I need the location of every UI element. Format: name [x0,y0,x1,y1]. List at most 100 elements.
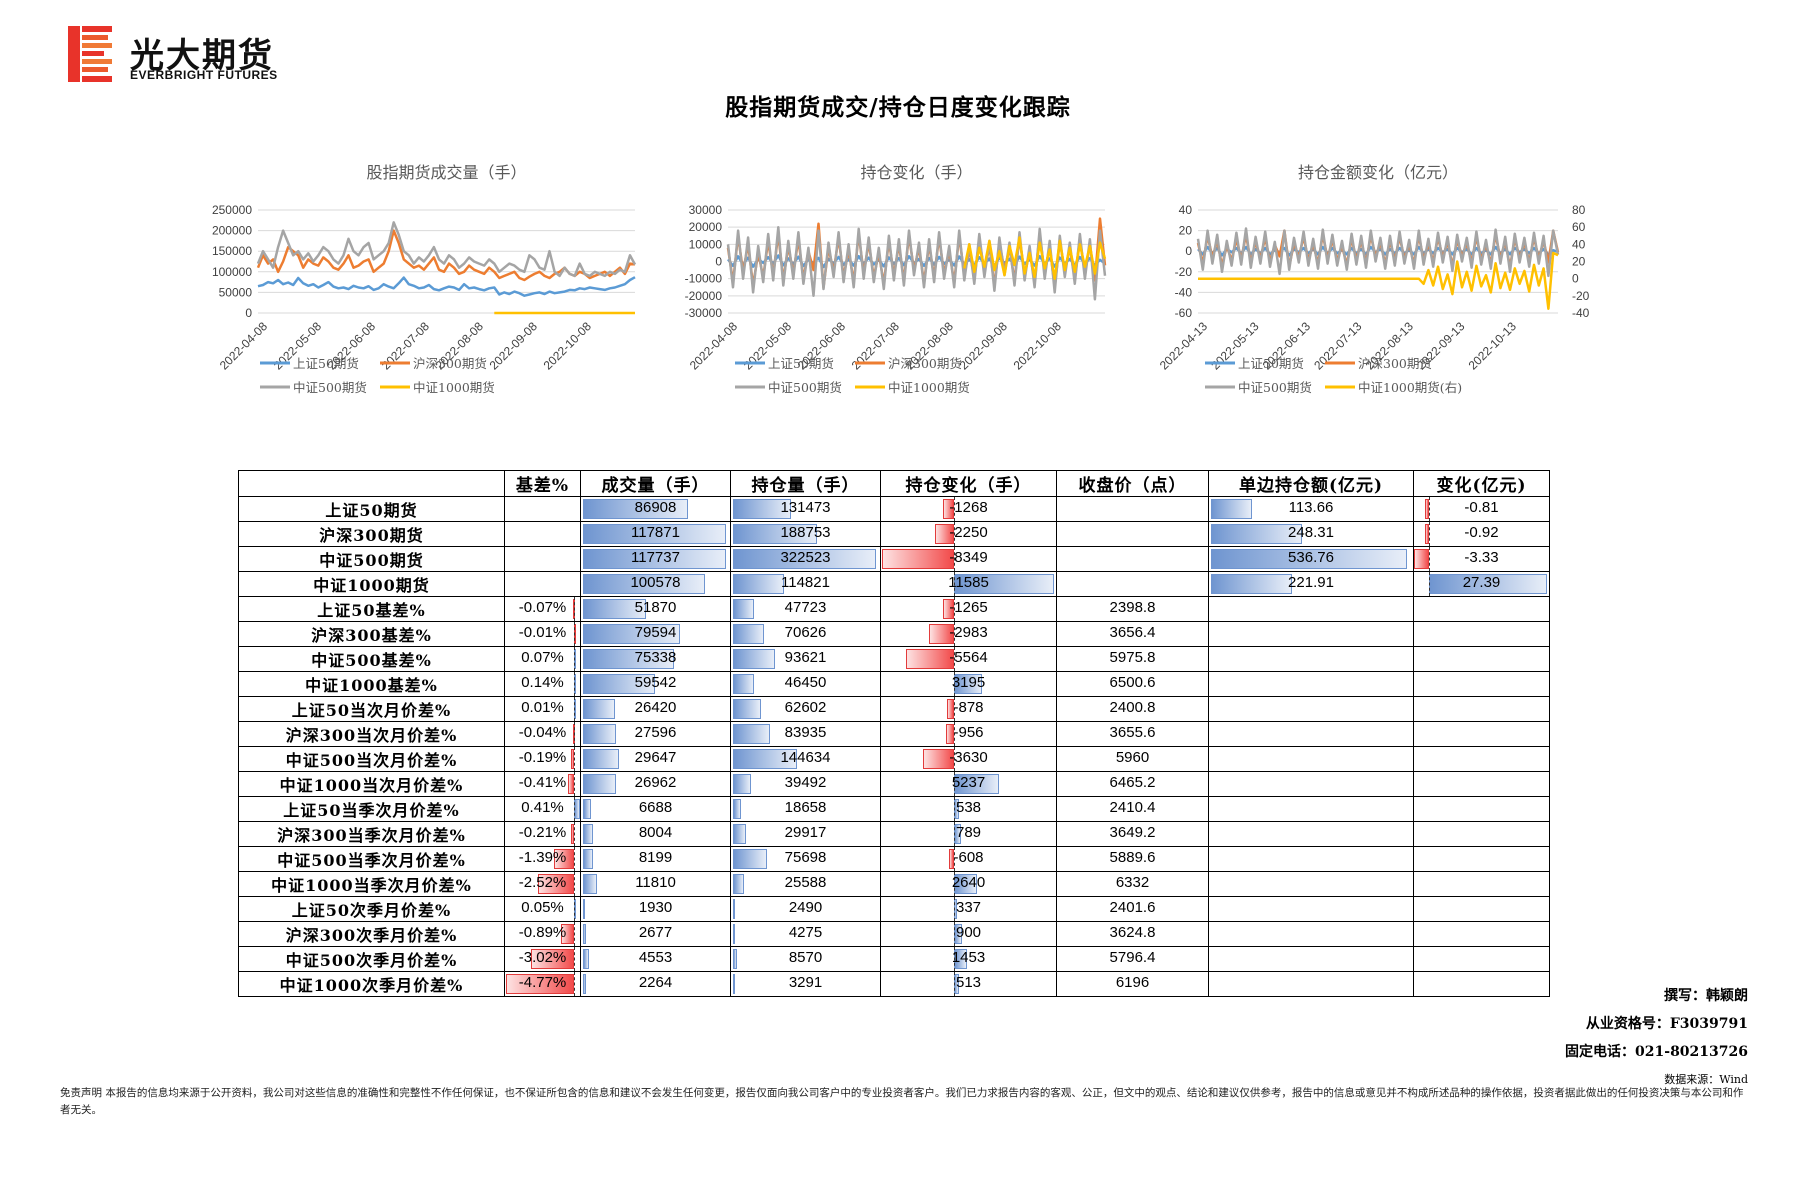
y-tick-label: 150000 [212,244,252,258]
cell-content: 2490 [732,898,880,921]
data-bar-negative [882,549,955,569]
cell-text: 5796.4 [1109,949,1156,966]
data-bar-negative [561,924,575,944]
cell-amt-chg: -0.81 [1413,496,1550,522]
cell-text: -0.04% [518,724,567,741]
data-bar-positive [733,849,767,869]
cell-basis: 0.01% [504,696,581,722]
data-bar-axis [954,797,956,821]
cell-text: -608 [953,849,984,866]
y2-tick-label: -20 [1572,289,1590,303]
data-bar-positive [733,724,771,744]
cell-content: 6196 [1058,973,1208,996]
cell-text: 5960 [1115,749,1150,766]
cell-close: 5960 [1056,746,1209,772]
cell-content: 2410.4 [1058,798,1208,821]
cell-text: -0.07% [518,599,567,616]
header-amount-change: 变化(亿元) [1413,470,1550,497]
cell-amt: 536.76 [1208,546,1414,572]
cell-oi: 39492 [730,771,881,797]
cell-text: 2401.6 [1109,899,1156,916]
cell-text: -1265 [949,599,988,616]
cell-basis: -3.02% [504,946,581,972]
cell-amt [1208,871,1414,897]
cell-vol: 4553 [580,946,731,972]
table-row: 中证1000基差% 0.14% 59542 46450 3195 6500.6 [238,671,1550,697]
table-row: 沪深300当季次月价差% -0.21% 8004 29917 789 3649.2 [238,821,1550,847]
cell-chg: -5564 [880,646,1057,672]
cell-content: 8570 [732,948,880,971]
cell-amt: 248.31 [1208,521,1414,547]
cell-content: 5237 [882,772,1056,796]
cell-content [1058,498,1208,521]
data-bar-axis [954,922,956,946]
page-title: 股指期货成交/持仓日度变化跟踪 [725,94,1071,121]
cell-close: 6465.2 [1056,771,1209,797]
cell-content [1415,873,1549,896]
cell-text: 75338 [634,649,677,666]
series-line-3 [1198,251,1559,310]
data-bar-positive [583,774,616,794]
cell-basis: -0.89% [504,921,581,947]
data-bar-positive [733,624,765,644]
header-oi-amount: 单边持仓额(亿元) [1208,470,1414,497]
cell-oi: 75698 [730,846,881,872]
cell-content [1210,698,1413,721]
cell-content: 513 [882,972,1056,996]
cell-text: 8570 [788,949,823,966]
data-bar-axis [954,647,956,671]
cell-content [1415,973,1549,996]
cell-content: 0.07% [506,647,580,671]
data-bar-positive [583,674,656,694]
cell-amt [1208,596,1414,622]
data-bar-positive [583,699,616,719]
table-row: 中证500当季次月价差% -1.39% 8199 75698 -608 5889.6 [238,846,1550,872]
data-bar-axis [574,872,576,896]
cell-close: 3656.4 [1056,621,1209,647]
cell-chg: 5237 [880,771,1057,797]
cell-text: 27.39 [1462,574,1501,591]
cell-text: 8199 [638,849,673,866]
cell-text: 100578 [630,574,681,591]
cell-text: -3.33 [1464,549,1499,566]
data-bar-axis [574,797,576,821]
cell-text: 26962 [634,774,677,791]
x-tick-label: 2022-10-08 [541,319,595,373]
cell-content: 39492 [732,773,880,796]
cell-close: 3655.6 [1056,721,1209,747]
data-bar-axis [1428,572,1430,596]
cell-text: 8004 [638,824,673,841]
cell-content: 8199 [582,848,730,871]
data-source: 数据来源：Wind [1664,1073,1748,1086]
data-bar-negative [571,749,575,769]
cell-content: 27596 [582,723,730,746]
cell-vol: 29647 [580,746,731,772]
cell-basis [504,521,581,547]
cell-amt-chg [1413,671,1550,697]
cell-text: 59542 [634,674,677,691]
cell-amt [1208,796,1414,822]
cell-content: 1453 [882,947,1056,971]
data-bar-axis [954,597,956,621]
y-tick-label: 200000 [212,224,252,238]
table-row: 中证500期货 117737 322523 -8349 536.76 -3.33 [238,546,1550,572]
cell-content: 2264 [582,973,730,996]
cell-amt-chg [1413,871,1550,897]
cell-content: 25588 [732,873,880,896]
cell-content [1415,898,1549,921]
data-bar-positive [583,799,592,819]
cell-content [1210,948,1413,971]
data-bar-axis [574,747,576,771]
cell-text: 25588 [784,874,827,891]
cell-text: 221.91 [1288,574,1334,591]
cell-text: -1.39% [518,849,567,866]
table-row: 沪深300期货 117871 188753 -2250 248.31 -0.92 [238,521,1550,547]
cell-content [1058,523,1208,546]
data-bar-negative [571,824,575,844]
cell-content: 3656.4 [1058,623,1208,646]
legend-label: 中证1000期货 [888,380,970,395]
cell-text: 11810 [635,874,676,891]
cell-content [1415,923,1549,946]
cell-oi: 70626 [730,621,881,647]
cell-text: 188753 [780,524,831,541]
